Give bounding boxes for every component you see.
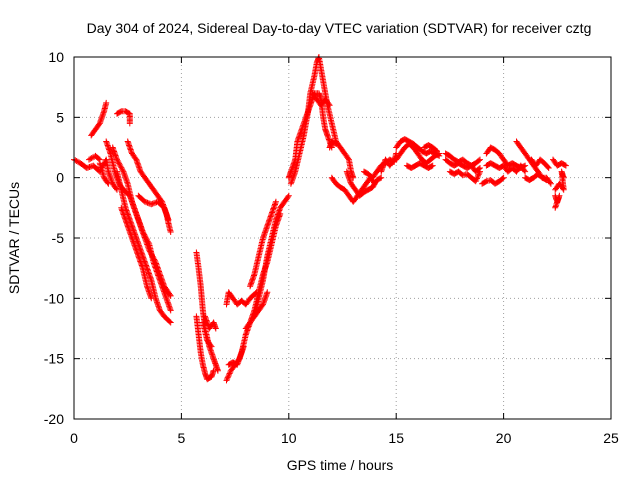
y-tick-label: 10 (48, 49, 64, 65)
data-point-track (522, 171, 550, 184)
y-tick-label: 5 (56, 109, 64, 125)
data-point-track (193, 313, 217, 383)
data-point-track (247, 198, 279, 290)
data-point-track (114, 108, 133, 127)
y-tick-label: -20 (44, 411, 64, 427)
data-point-track (223, 289, 260, 308)
y-tick-label: -10 (44, 290, 64, 306)
y-tick-label: -15 (44, 351, 64, 367)
y-tick-label: -5 (52, 230, 65, 246)
data-point-track (326, 138, 340, 151)
data-point-track (393, 140, 443, 167)
data-point-track (202, 313, 219, 332)
data-point-track (88, 99, 110, 139)
x-tick-label: 25 (603, 430, 619, 446)
y-tick-label: 0 (56, 170, 64, 186)
x-tick-label: 20 (496, 430, 512, 446)
data-point-track (479, 174, 507, 187)
chart-title: Day 304 of 2024, Sidereal Day-to-day VTE… (87, 20, 592, 36)
data-point-track (528, 156, 552, 171)
data-point-track (552, 192, 563, 211)
data-point-track (114, 168, 174, 326)
data-point-track (442, 150, 483, 169)
data-point-track (550, 156, 569, 169)
data-point-track (109, 144, 174, 314)
data-point-track (96, 160, 112, 187)
data-point-track (552, 168, 567, 193)
data-point-track (378, 156, 398, 175)
data-point-track (421, 142, 440, 155)
data-point-track (135, 192, 172, 223)
x-tick-label: 10 (281, 430, 297, 446)
x-axis-label: GPS time / hours (287, 457, 394, 473)
data-point-track (403, 160, 436, 171)
grid (74, 57, 611, 419)
series-sdtvar (71, 54, 569, 384)
data-point-track (309, 90, 333, 109)
data-point-track (446, 168, 483, 185)
data-point-track (118, 204, 155, 302)
y-axis-label: SDTVAR / TECUs (6, 182, 22, 294)
data-point-track (483, 160, 529, 175)
data-point-track (199, 319, 215, 350)
axis-ticks: 0 5 10 15 20 25 -20 -15 -10 -5 0 5 10 (44, 49, 619, 446)
data-series (71, 54, 569, 384)
x-tick-label: 5 (178, 430, 186, 446)
data-point-track (251, 192, 292, 320)
x-tick-label: 0 (70, 430, 78, 446)
data-point-track (86, 152, 103, 163)
x-tick-label: 15 (388, 430, 404, 446)
data-point-track (343, 168, 385, 199)
